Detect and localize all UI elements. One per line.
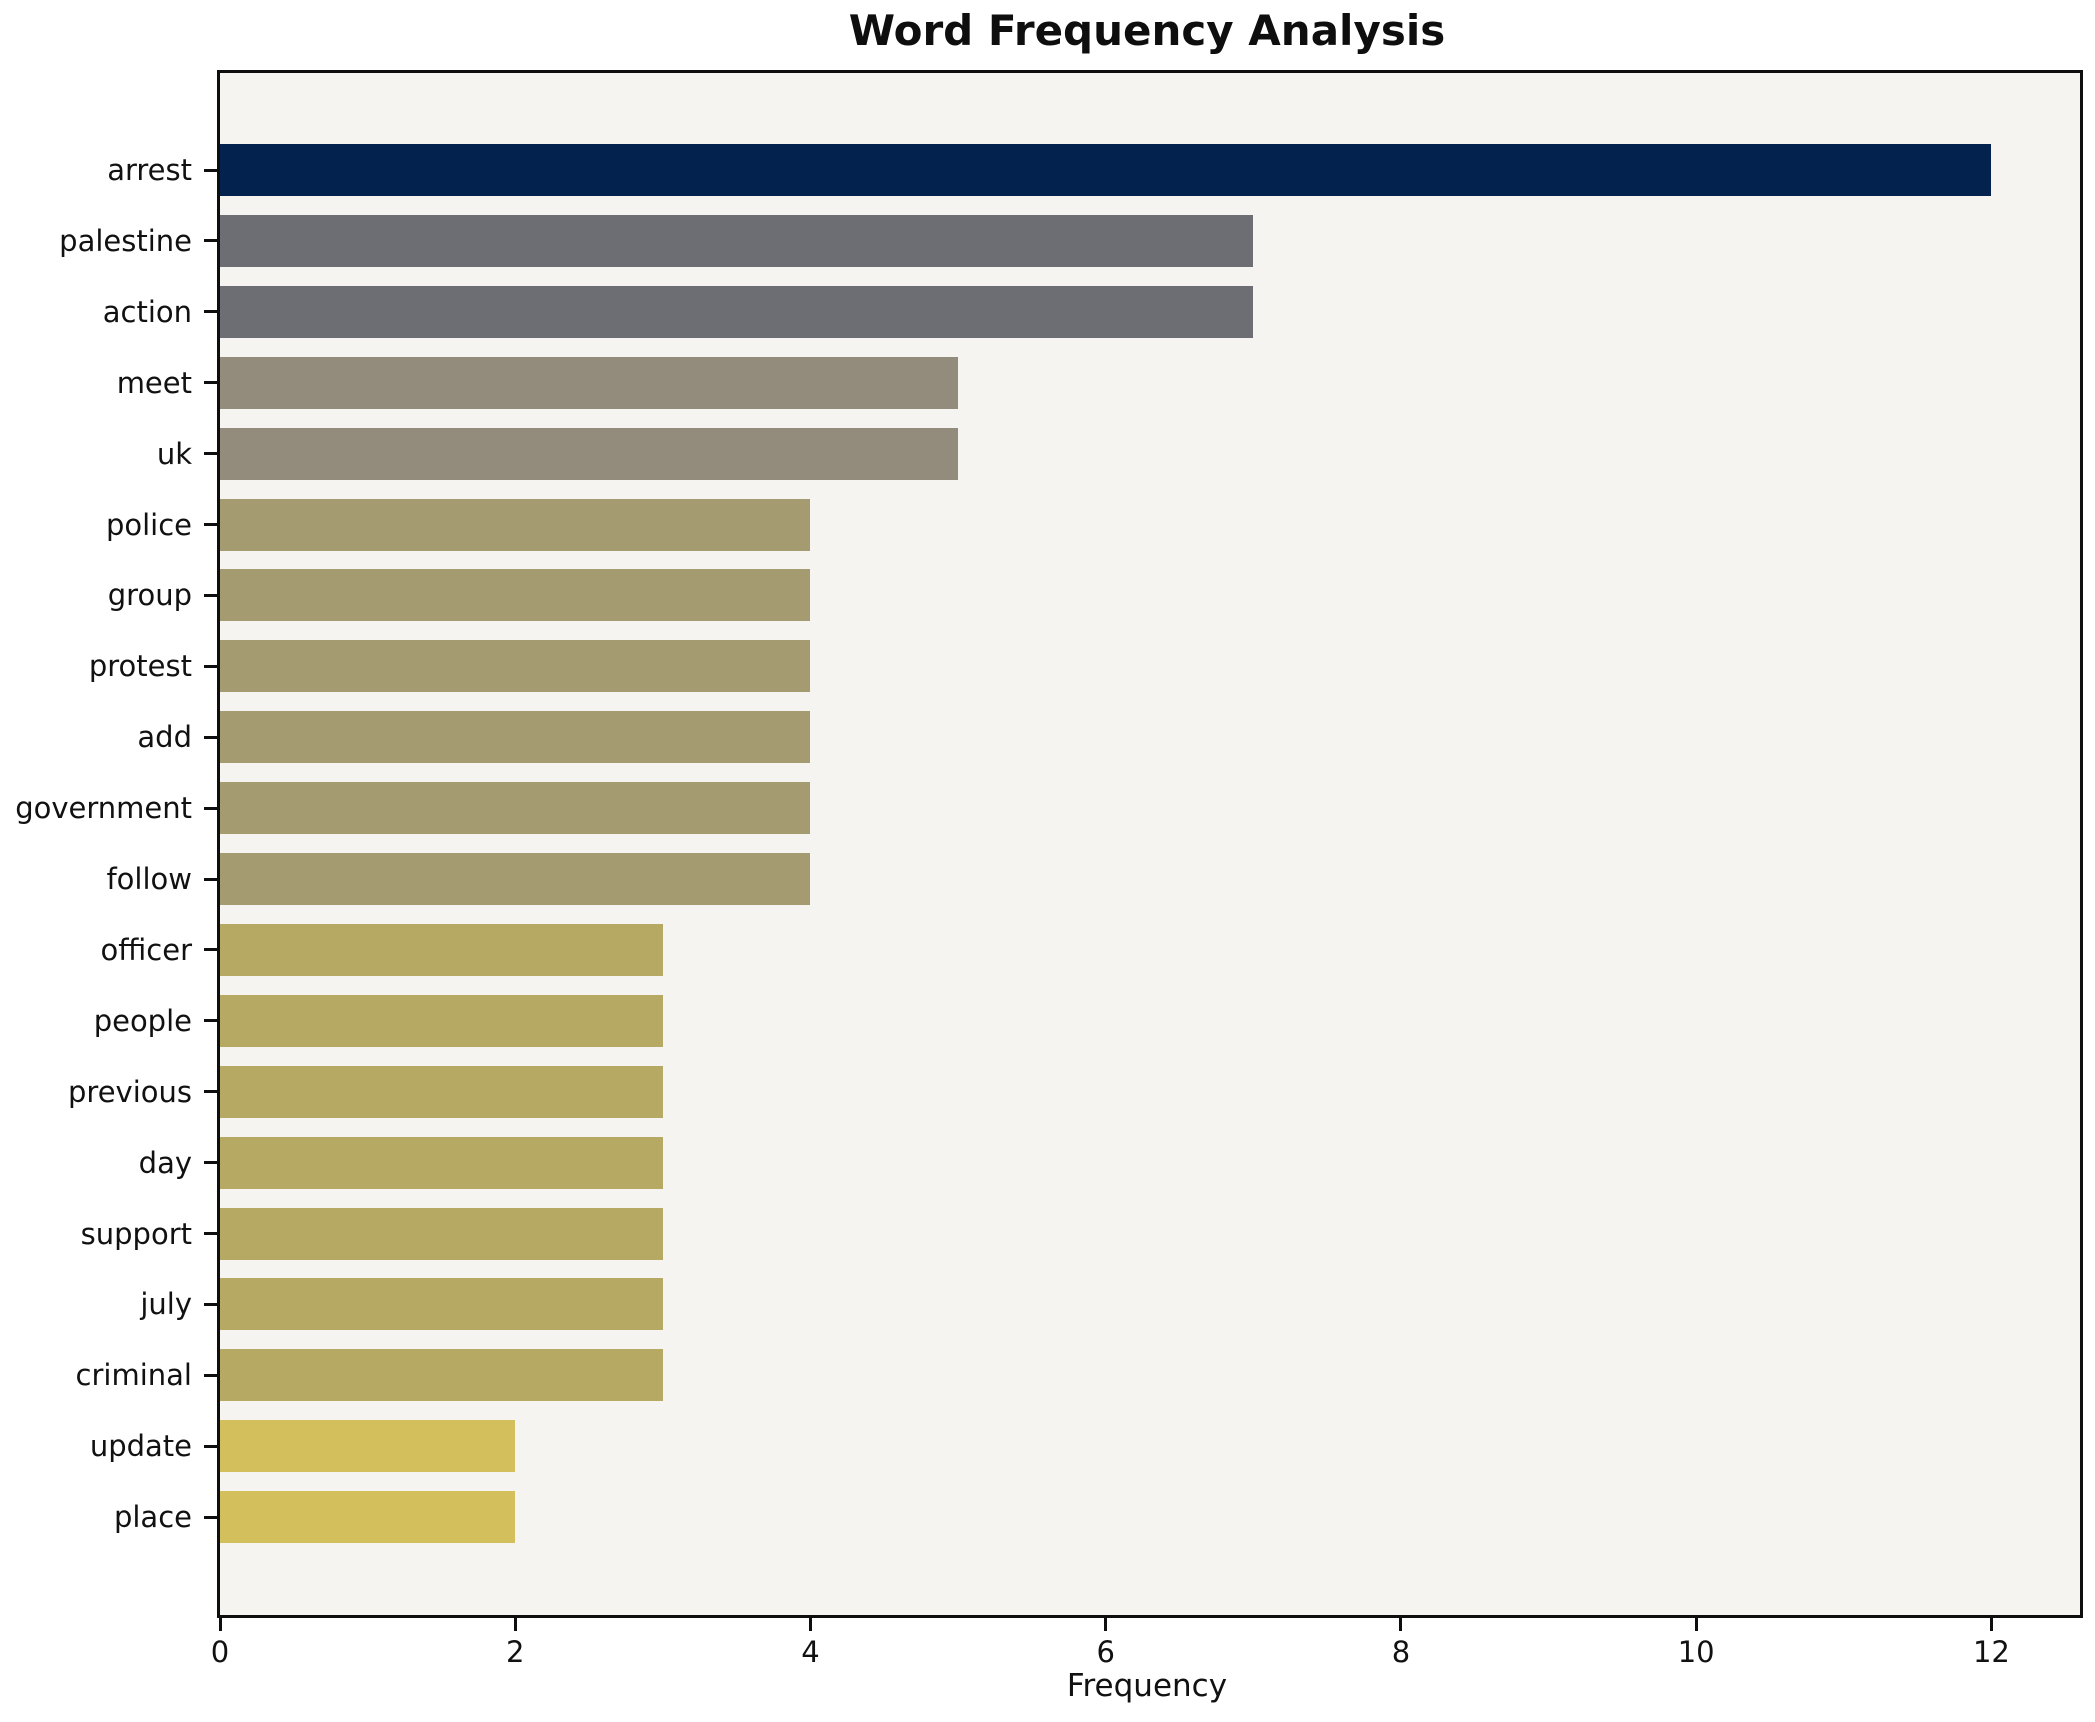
plot-area: arrest palestine action meet uk police group pr…: [15, 70, 2083, 1669]
x-axis-label: Frequency: [1066, 1668, 1228, 1704]
x-tick-label: 8: [1391, 1635, 1411, 1669]
bar-protest: [220, 640, 811, 693]
y-tick-mark: [204, 381, 217, 385]
y-tick-label: add: [137, 720, 192, 755]
bar-officer: [220, 923, 663, 976]
bar-day: [220, 1136, 663, 1189]
y-tick-label: criminal: [75, 1358, 192, 1393]
y-tick-label: officer: [100, 932, 193, 967]
y-tick-mark: [204, 1090, 217, 1094]
y-tick-mark: [204, 593, 217, 597]
bar-arrest: [220, 144, 1992, 196]
bar-government: [220, 782, 811, 835]
bar-follow: [220, 853, 811, 905]
y-tick-label: update: [89, 1429, 192, 1464]
y-tick-label: government: [15, 791, 192, 826]
x-tick-mark: [1989, 1618, 1993, 1631]
y-tick-mark: [204, 1444, 217, 1448]
bar-july: [220, 1278, 663, 1331]
y-tick-label: support: [80, 1216, 192, 1251]
bar-palestine: [220, 214, 1254, 267]
bar-update: [220, 1420, 516, 1473]
x-tick-label: 12: [1972, 1635, 2010, 1669]
y-tick-label: previous: [68, 1074, 192, 1109]
x-tick-mark: [1104, 1618, 1108, 1631]
x-tick-label: 4: [801, 1635, 820, 1669]
y-tick-mark: [204, 239, 217, 243]
bar-previous: [220, 1065, 663, 1118]
bar-police: [220, 498, 811, 551]
y-tick-mark: [204, 806, 217, 810]
y-tick-label: group: [107, 578, 192, 613]
bar-place: [220, 1491, 516, 1544]
bar-add: [220, 711, 811, 764]
chart-title: Word Frequency Analysis: [848, 6, 1446, 55]
y-tick-mark: [204, 1232, 217, 1235]
x-tick-mark: [808, 1618, 812, 1631]
y-tick-label: action: [102, 294, 192, 329]
x-tick-mark: [1399, 1618, 1403, 1631]
bar-criminal: [220, 1349, 663, 1402]
y-tick-mark: [204, 664, 217, 668]
bar-uk: [220, 427, 959, 480]
y-tick-mark: [204, 1302, 217, 1306]
y-tick-mark: [204, 452, 217, 456]
x-tick-mark: [1694, 1618, 1698, 1631]
y-tick-label: protest: [88, 649, 192, 684]
x-tick-label: 0: [210, 1635, 230, 1669]
x-tick-label: 6: [1096, 1635, 1115, 1669]
x-tick-mark: [513, 1618, 517, 1631]
y-tick-mark: [204, 948, 217, 952]
bar-action: [220, 285, 1254, 338]
y-tick-mark: [204, 735, 217, 739]
y-tick-label: police: [105, 507, 192, 542]
y-tick-mark: [204, 1515, 217, 1519]
bar-group: [220, 569, 811, 622]
y-tick-label: place: [113, 1500, 192, 1535]
y-tick-label: follow: [106, 862, 192, 896]
bar-support: [220, 1207, 663, 1260]
y-tick-mark: [204, 1161, 217, 1165]
y-tick-mark: [204, 310, 217, 314]
y-tick-mark: [204, 168, 217, 172]
bar-meet: [220, 356, 959, 409]
y-tick-mark: [204, 1019, 217, 1023]
y-tick-label: day: [138, 1145, 192, 1180]
y-tick-label: arrest: [107, 153, 192, 187]
bar-people: [220, 994, 663, 1047]
y-tick-mark: [204, 523, 217, 526]
x-tick-mark: [218, 1618, 222, 1631]
y-tick-label: people: [93, 1003, 192, 1038]
x-tick-label: 2: [506, 1635, 525, 1669]
y-tick-label: palestine: [59, 223, 192, 258]
y-tick-mark: [204, 877, 217, 881]
y-tick-label: july: [140, 1287, 192, 1322]
x-tick-label: 10: [1677, 1635, 1715, 1669]
y-tick-mark: [204, 1373, 217, 1377]
y-tick-label: uk: [156, 436, 192, 471]
y-tick-label: meet: [116, 365, 192, 400]
